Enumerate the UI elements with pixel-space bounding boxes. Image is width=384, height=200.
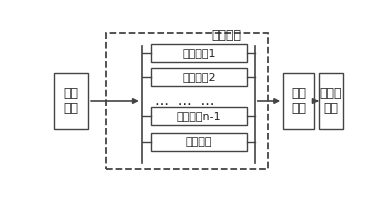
Text: 逆变模块2: 逆变模块2 [182,72,216,82]
Text: 直流
输入: 直流 输入 [64,87,79,115]
Bar [319,73,343,129]
Bar [151,68,247,86]
Text: 逆变模块n-1: 逆变模块n-1 [177,111,221,121]
Bar [106,33,268,169]
Text: 无极灯
负载: 无极灯 负载 [319,87,342,115]
Bar [283,73,314,129]
Bar [151,133,247,151]
Bar [151,44,247,62]
Text: 调光模块: 调光模块 [186,137,212,147]
Text: 谐振
网络: 谐振 网络 [291,87,306,115]
Text: 逆变模块1: 逆变模块1 [182,48,216,58]
Bar [54,73,88,129]
Text: …  …  …: … … … [155,94,215,108]
Text: 开关网络: 开关网络 [212,29,242,42]
Bar [151,107,247,125]
